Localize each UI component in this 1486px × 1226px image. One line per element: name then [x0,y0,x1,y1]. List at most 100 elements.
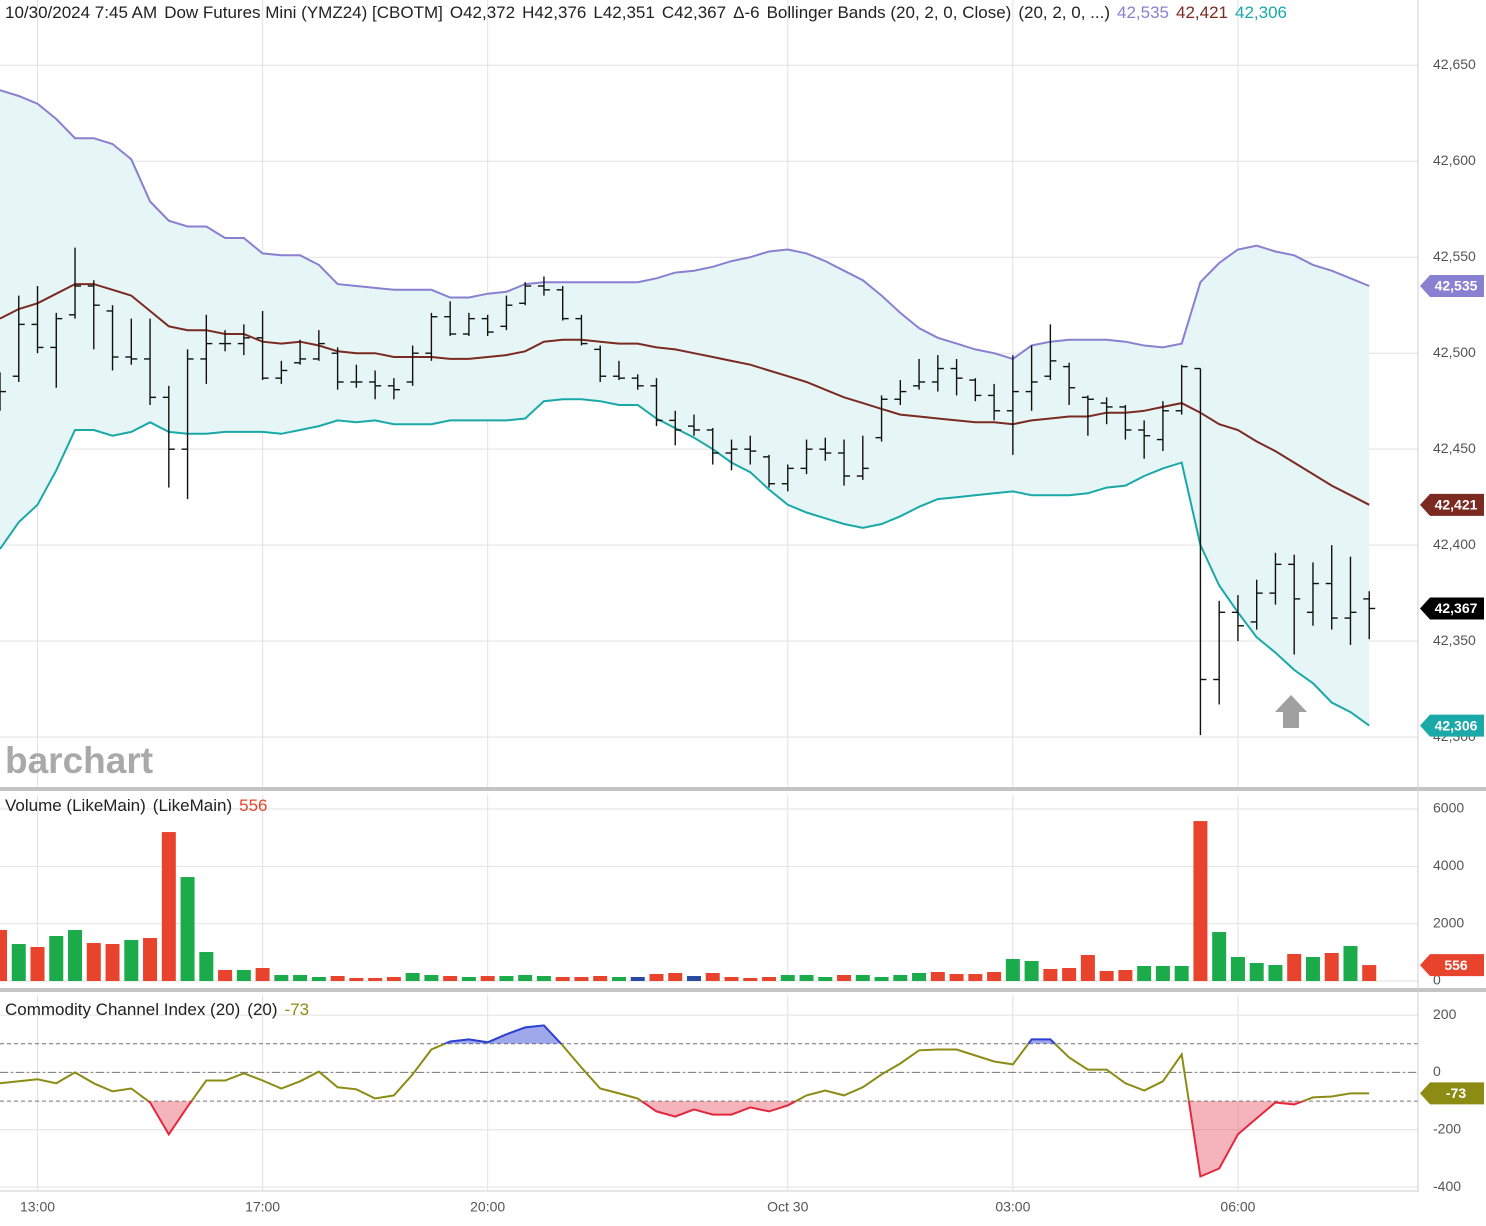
volume-bar [593,976,608,981]
y-tick-label: -200 [1433,1120,1461,1136]
y-tick-label: 2000 [1433,914,1464,930]
volume-bar [386,976,401,981]
volume-bar [499,976,514,981]
volume-bar [11,944,26,981]
volume-bar [649,974,664,981]
volume-bar [1080,955,1095,981]
volume-bar [1174,966,1189,981]
separator [0,988,1486,992]
volume-bar [1268,965,1283,981]
volume-bar [1155,966,1170,981]
quote-change: Δ-6 [733,3,760,22]
study-name: Bollinger Bands (20, 2, 0, Close) [766,3,1012,22]
cci-title: Commodity Channel Index (20) [5,1000,241,1019]
volume-bar [837,975,852,981]
volume-bar [349,977,364,981]
volume-bar [1062,968,1077,981]
volume-bar [1343,946,1358,981]
cci-value: -73 [284,1000,310,1019]
watermark: barchart [5,740,153,781]
timestamp: 10/30/2024 7:45 AM [5,3,158,22]
cci-line [146,1101,1307,1178]
x-tick-label: 06:00 [1220,1199,1255,1215]
volume-bar [405,973,420,981]
volume-bar [274,975,289,981]
badge-label: 42,367 [1435,600,1478,616]
x-tick-label: 03:00 [995,1199,1030,1215]
volume-bar [743,977,758,981]
badge-label: 42,421 [1435,497,1478,513]
volume-bar [987,972,1002,981]
volume-bar [124,940,139,981]
volume-bar [855,975,870,981]
study-value: 42,421 [1175,3,1228,22]
separator [0,787,1486,791]
oversold-fill [0,1101,1370,1177]
volume-bar [1212,932,1227,981]
volume-bar [968,974,983,981]
value-badge [1420,275,1484,298]
volume-bar [49,936,64,981]
volume-bar [1043,968,1058,981]
volume-bar [255,968,270,981]
y-tick-label: 0 [1433,972,1441,988]
volume-bar [686,976,701,981]
volume-bar [893,975,908,981]
arrow-icon [1275,695,1307,728]
volume-bar [30,947,45,981]
volume-bar [1099,970,1114,981]
y-tick-label: 4000 [1433,857,1464,873]
y-tick-label: 42,650 [1433,56,1476,72]
volume-bar [143,938,158,981]
cci-line [0,1043,1370,1102]
value-badge [1420,714,1484,737]
volume-bar [1362,965,1377,981]
volume-bar [330,976,345,981]
volume-bar [180,877,195,981]
volume-bar [762,976,777,981]
volume-bar [1324,952,1339,981]
y-tick-label: -400 [1433,1178,1461,1194]
volume-bar [1305,957,1320,981]
volume-bar [930,972,945,981]
y-tick-label: 6000 [1433,800,1464,816]
volume-bar [199,952,214,981]
y-tick-label: 42,500 [1433,344,1476,360]
volume-bar [1249,963,1264,981]
volume-bar [1118,969,1133,981]
cci-params: (20) [247,1000,278,1019]
study-value: 42,306 [1234,3,1287,22]
band-fill [0,90,1370,726]
cci-header: Commodity Channel Index (20) (20) -73 [5,1000,316,1020]
volume-bar [236,969,251,981]
badge-label: -73 [1446,1085,1466,1101]
quote-open: O42,372 [449,3,516,22]
volume-bar [949,974,964,981]
volume-bar [912,973,927,981]
value-badge [1420,493,1484,516]
volume-bar [799,975,814,981]
badge-label: 42,306 [1435,717,1478,733]
volume-bar [536,976,551,981]
study-value: 42,535 [1116,3,1169,22]
volume-bar [724,976,739,981]
volume-bar [443,976,458,981]
volume-bar [611,976,626,981]
badge-label: 556 [1444,957,1468,973]
volume-bar [311,976,326,981]
value-badge [1420,1082,1484,1105]
volume-header: Volume (LikeMain) (LikeMain) 556 [5,796,275,816]
badge-label: 42,535 [1435,278,1478,294]
volume-bar [0,929,7,981]
study-params: (20, 2, 0, ...) [1018,3,1110,22]
x-tick-label: Oct 30 [767,1199,808,1215]
volume-bar [1193,821,1208,981]
volume-bar [780,975,795,981]
quote-low: L42,351 [593,3,655,22]
volume-bar [1005,959,1020,981]
volume-bar [874,976,889,981]
band-line [0,89,1370,361]
y-tick-label: 42,600 [1433,152,1476,168]
